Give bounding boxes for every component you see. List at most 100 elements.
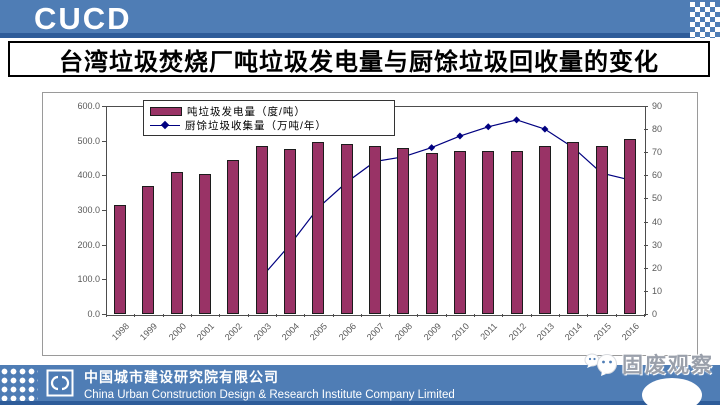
- slide-title-box: 台湾垃圾焚烧厂吨垃圾发电量与厨馀垃圾回收量的变化: [8, 41, 710, 77]
- left-axis-tick-200.0: 200.0: [77, 239, 100, 250]
- left-tick-mark: [102, 314, 106, 315]
- x-tick-mark: [304, 314, 306, 317]
- left-axis-tick-0.0: 0.0: [87, 309, 100, 319]
- bar-2016: [623, 138, 636, 314]
- bar-2012: [510, 151, 523, 314]
- bar-2013: [538, 145, 551, 314]
- bar-2015: [595, 145, 608, 314]
- right-tick-mark: [644, 106, 648, 107]
- cucd-logo: CUCD: [34, 1, 132, 36]
- x-tick-mark: [559, 314, 561, 317]
- right-axis-tick-90: 90: [652, 101, 663, 111]
- line-marker-2009: [428, 144, 436, 152]
- left-tick-mark: [102, 279, 106, 281]
- chart: 吨垃圾发电量（度/吨） 厨馀垃圾收集量（万吨/年） 0.0 100.0 200.0 3…: [42, 92, 698, 356]
- bar-2005: [312, 142, 325, 314]
- line-marker-2013: [541, 125, 549, 133]
- bar-2014: [567, 142, 580, 314]
- company-logo-icon: [46, 369, 74, 397]
- bar-2004: [284, 149, 297, 314]
- line-marker-2010: [456, 132, 464, 140]
- line-swatch: [150, 120, 180, 130]
- bar-swatch: [150, 106, 182, 116]
- x-tick-mark: [389, 314, 391, 317]
- x-tick-mark: [587, 314, 589, 317]
- right-axis-tick-80: 80: [652, 124, 663, 135]
- line-marker-2011: [484, 123, 492, 131]
- left-axis-tick-300.0: 300.0: [77, 205, 100, 215]
- bar-2009: [425, 152, 438, 314]
- left-tick-mark: [102, 210, 106, 211]
- right-axis-tick-0: 0: [652, 309, 658, 319]
- left-tick-mark: [102, 140, 106, 142]
- x-tick-mark: [417, 314, 419, 317]
- watermark-ellipse: [642, 378, 702, 412]
- right-axis-tick-30: 30: [652, 239, 663, 250]
- right-tick-mark: [644, 290, 648, 292]
- watermark-text: 固废观察: [622, 354, 714, 377]
- company-name-cn: 中国城市建设研究院有限公司: [84, 369, 279, 385]
- right-axis-tick-10: 10: [652, 285, 663, 296]
- legend-item-line: 厨馀垃圾收集量（万吨/年）: [150, 118, 388, 132]
- watermark: 固废观察: [582, 349, 714, 379]
- bar-2001: [199, 173, 212, 314]
- right-axis-tick-20: 20: [652, 262, 663, 273]
- bar-2002: [227, 159, 240, 314]
- x-tick-mark: [530, 314, 532, 317]
- bar-2008: [397, 147, 410, 314]
- x-tick-mark: [134, 314, 136, 317]
- x-tick-mark: [275, 314, 277, 317]
- left-tick-mark: [102, 244, 106, 246]
- x-tick-mark: [247, 314, 249, 317]
- x-tick-mark: [360, 314, 362, 317]
- slide-title: 台湾垃圾焚烧厂吨垃圾发电量与厨馀垃圾回收量的变化: [59, 48, 659, 76]
- x-tick-mark: [502, 314, 504, 317]
- x-tick-mark: [219, 314, 221, 317]
- right-tick-mark: [644, 175, 648, 177]
- right-tick-mark: [644, 267, 648, 269]
- footer-band: [0, 365, 720, 405]
- footer-text: 中国城市建设研究院有限公司 China Urban Construction D…: [84, 367, 455, 401]
- bar-2010: [453, 151, 466, 314]
- right-tick-mark: [644, 221, 648, 223]
- legend-item-bar: 吨垃圾发电量（度/吨）: [150, 104, 388, 118]
- bar-1999: [142, 185, 155, 314]
- wechat-icon: [584, 353, 617, 376]
- x-tick-mark: [190, 314, 192, 317]
- bar-2011: [482, 151, 495, 314]
- right-axis-tick-50: 50: [652, 193, 663, 204]
- x-tick-mark: [644, 314, 645, 317]
- bar-2006: [340, 144, 353, 314]
- left-tick-mark: [102, 106, 106, 107]
- right-tick-mark: [644, 314, 648, 315]
- header-band: [0, 0, 720, 38]
- line-marker-2012: [513, 116, 521, 124]
- x-tick-mark: [445, 314, 447, 317]
- x-tick-mark: [332, 314, 334, 317]
- right-tick-mark: [644, 244, 648, 246]
- left-axis-tick-400.0: 400.0: [77, 170, 100, 181]
- x-tick-mark: [615, 314, 617, 317]
- x-tick-mark: [474, 314, 476, 317]
- right-axis-tick-60: 60: [652, 170, 663, 181]
- right-axis-tick-70: 70: [652, 147, 663, 158]
- x-tick-mark: [106, 314, 107, 317]
- bar-2003: [255, 145, 268, 314]
- left-tick-mark: [102, 175, 106, 177]
- legend-label-bar: 吨垃圾发电量（度/吨）: [187, 105, 306, 118]
- left-axis-tick-600.0: 600.0: [77, 101, 100, 111]
- bar-2007: [369, 145, 381, 314]
- bar-1998: [114, 204, 127, 314]
- legend-label-line: 厨馀垃圾收集量（万吨/年）: [185, 119, 327, 132]
- chart-legend: 吨垃圾发电量（度/吨） 厨馀垃圾收集量（万吨/年）: [143, 100, 395, 136]
- right-axis-tick-40: 40: [652, 216, 663, 227]
- right-tick-mark: [644, 129, 648, 131]
- left-axis-tick-500.0: 500.0: [77, 135, 100, 146]
- left-axis-tick-100.0: 100.0: [77, 274, 100, 285]
- x-tick-mark: [162, 314, 164, 317]
- right-tick-mark: [644, 152, 648, 154]
- company-name-en: China Urban Construction Design & Resear…: [84, 389, 455, 401]
- right-tick-mark: [644, 198, 648, 200]
- footer-dots-pattern: [0, 367, 38, 401]
- header-checker-pattern: [690, 2, 720, 38]
